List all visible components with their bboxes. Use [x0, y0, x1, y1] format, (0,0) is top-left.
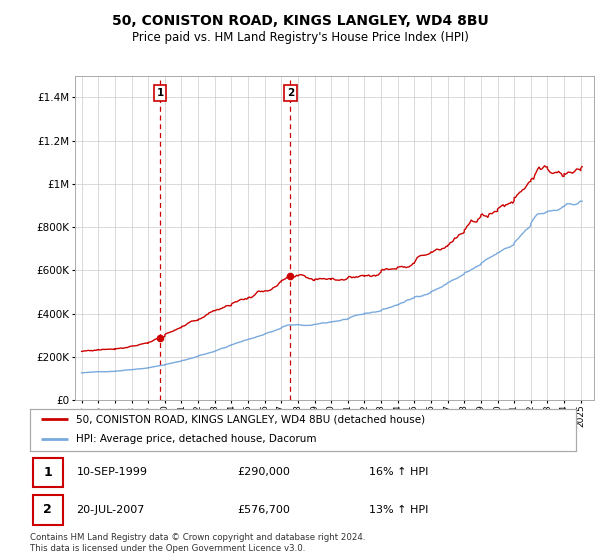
Text: 1: 1 — [43, 466, 52, 479]
Text: 1: 1 — [157, 88, 164, 98]
Text: £290,000: £290,000 — [238, 468, 290, 477]
FancyBboxPatch shape — [33, 495, 63, 525]
Text: £576,700: £576,700 — [238, 505, 290, 515]
Text: 20-JUL-2007: 20-JUL-2007 — [76, 505, 145, 515]
Text: 2: 2 — [43, 503, 52, 516]
Text: Price paid vs. HM Land Registry's House Price Index (HPI): Price paid vs. HM Land Registry's House … — [131, 31, 469, 44]
Text: 50, CONISTON ROAD, KINGS LANGLEY, WD4 8BU: 50, CONISTON ROAD, KINGS LANGLEY, WD4 8B… — [112, 14, 488, 28]
Text: 16% ↑ HPI: 16% ↑ HPI — [368, 468, 428, 477]
Text: HPI: Average price, detached house, Dacorum: HPI: Average price, detached house, Daco… — [76, 434, 317, 444]
FancyBboxPatch shape — [33, 458, 63, 487]
Text: 50, CONISTON ROAD, KINGS LANGLEY, WD4 8BU (detached house): 50, CONISTON ROAD, KINGS LANGLEY, WD4 8B… — [76, 414, 425, 424]
Text: 10-SEP-1999: 10-SEP-1999 — [76, 468, 148, 477]
Text: 13% ↑ HPI: 13% ↑ HPI — [368, 505, 428, 515]
Text: Contains HM Land Registry data © Crown copyright and database right 2024.
This d: Contains HM Land Registry data © Crown c… — [30, 533, 365, 553]
Text: 2: 2 — [287, 88, 294, 98]
